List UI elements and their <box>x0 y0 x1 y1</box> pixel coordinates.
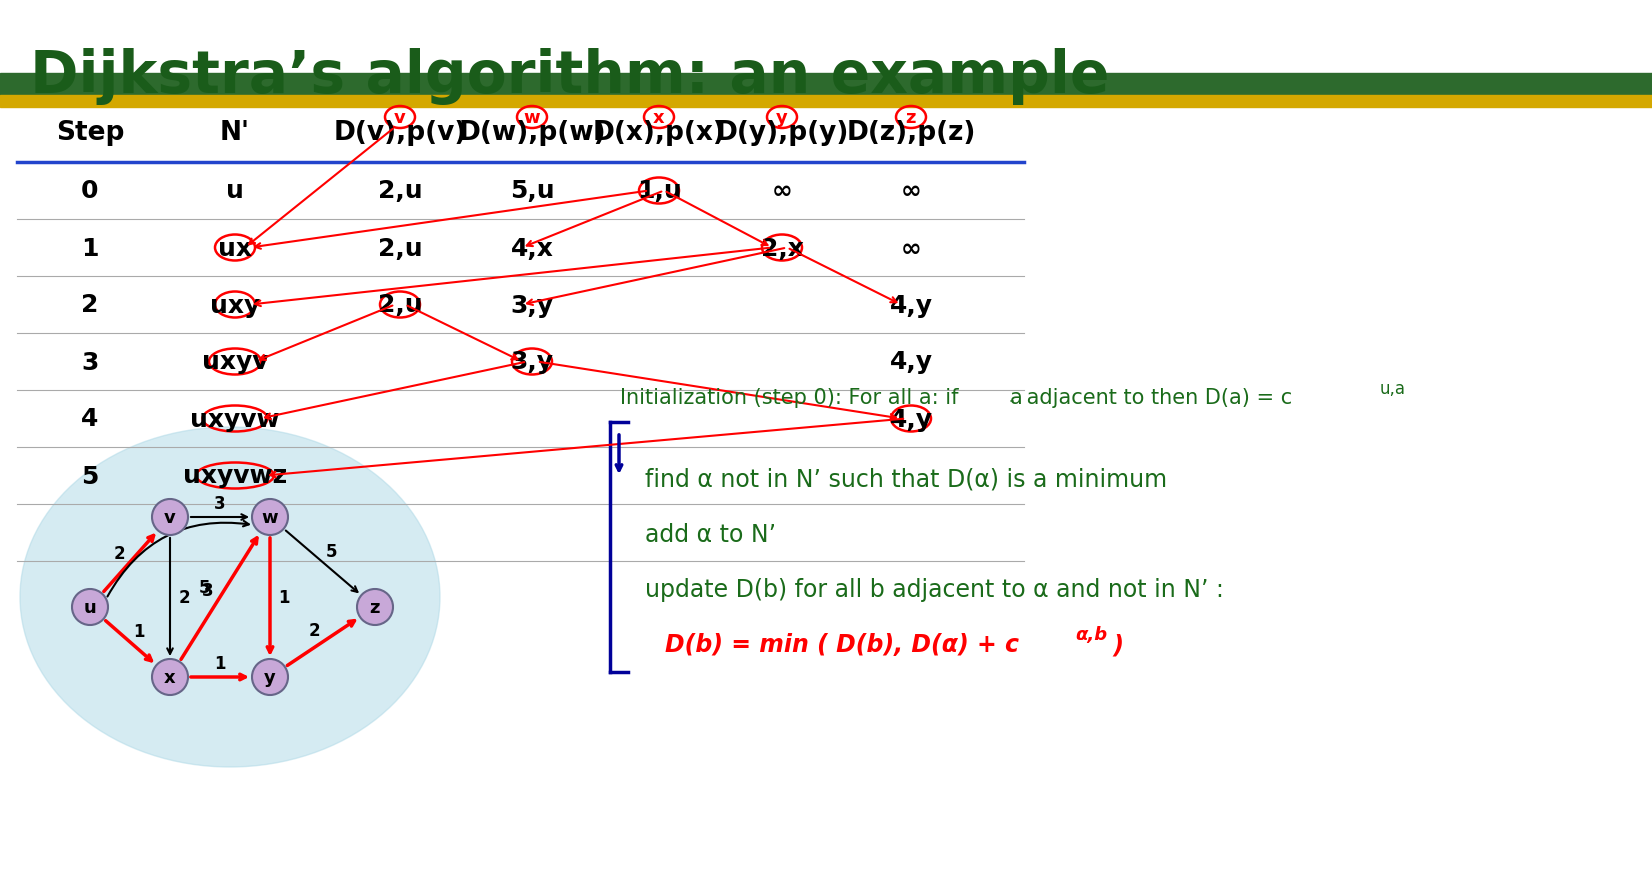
Text: 5,u: 5,u <box>510 179 555 203</box>
Text: 1: 1 <box>215 654 226 673</box>
Text: D(v),p(v): D(v),p(v) <box>334 120 466 146</box>
Text: 5: 5 <box>325 543 337 560</box>
Text: ux: ux <box>218 236 253 260</box>
Text: ): ) <box>1105 632 1123 656</box>
Text: u: u <box>84 598 96 617</box>
Bar <box>0 96 1652 108</box>
Text: Initialization (step 0): For all a: if: Initialization (step 0): For all a: if <box>620 388 965 408</box>
Text: uxy: uxy <box>210 293 259 317</box>
Text: uxyvw: uxyvw <box>190 407 279 431</box>
Text: N': N' <box>220 120 249 146</box>
Text: 4: 4 <box>81 407 99 431</box>
Text: v: v <box>164 509 175 526</box>
Text: 4,y: 4,y <box>889 350 932 374</box>
Text: add α to N’: add α to N’ <box>644 523 776 546</box>
Text: Dijkstra’s algorithm: an example: Dijkstra’s algorithm: an example <box>30 48 1110 105</box>
Text: α,b: α,b <box>1075 625 1107 643</box>
Text: 3: 3 <box>202 581 215 599</box>
Text: uxyv: uxyv <box>202 350 268 374</box>
Text: update D(b) for all b adjacent to α and not in N’ :: update D(b) for all b adjacent to α and … <box>644 577 1224 602</box>
Text: w: w <box>261 509 278 526</box>
Text: ∞: ∞ <box>900 179 922 203</box>
Text: 2: 2 <box>81 293 99 317</box>
Text: 2,x: 2,x <box>760 236 803 260</box>
Bar <box>0 74 1652 96</box>
Text: 3: 3 <box>215 495 226 512</box>
Text: y: y <box>264 668 276 686</box>
Text: D(y),p(y): D(y),p(y) <box>715 120 849 146</box>
Text: 2: 2 <box>178 588 190 606</box>
Text: Step: Step <box>56 120 124 146</box>
Text: D(x),p(x): D(x),p(x) <box>593 120 725 146</box>
Text: ∞: ∞ <box>900 236 922 260</box>
Circle shape <box>73 589 107 625</box>
Text: x: x <box>653 109 664 127</box>
Text: 4,y: 4,y <box>889 293 932 317</box>
Text: 2: 2 <box>114 544 126 562</box>
Text: 2,u: 2,u <box>378 236 423 260</box>
Text: 4,y: 4,y <box>889 407 932 431</box>
Text: uxyvwz: uxyvwz <box>183 464 287 488</box>
Text: 3: 3 <box>81 350 99 374</box>
Text: 3,y: 3,y <box>510 350 553 374</box>
Text: 3,y: 3,y <box>510 293 553 317</box>
Text: 4,x: 4,x <box>510 236 553 260</box>
Text: find α not in N’ such that D(α) is a minimum: find α not in N’ such that D(α) is a min… <box>644 467 1166 491</box>
Text: ∞: ∞ <box>771 179 793 203</box>
Text: 1,u: 1,u <box>636 179 681 203</box>
Text: 2,u: 2,u <box>378 293 423 317</box>
Text: z: z <box>370 598 380 617</box>
Circle shape <box>357 589 393 625</box>
Text: u: u <box>226 179 244 203</box>
Text: 1: 1 <box>81 236 99 260</box>
Text: z: z <box>905 109 917 127</box>
Circle shape <box>152 499 188 535</box>
Text: x: x <box>164 668 175 686</box>
Text: v: v <box>395 109 406 127</box>
Text: 2: 2 <box>309 622 320 639</box>
Circle shape <box>152 660 188 695</box>
Text: 5: 5 <box>81 464 99 488</box>
Text: adjacent to then D(a) = c: adjacent to then D(a) = c <box>1019 388 1292 408</box>
Text: D(w),p(w): D(w),p(w) <box>458 120 606 146</box>
Text: 1: 1 <box>278 588 289 606</box>
Text: 5: 5 <box>200 578 211 596</box>
Text: y: y <box>776 109 788 127</box>
Text: 0: 0 <box>81 179 99 203</box>
Text: D(b) = min ( D(b), D(α) + c: D(b) = min ( D(b), D(α) + c <box>666 632 1019 656</box>
Text: u,a: u,a <box>1379 380 1406 397</box>
Circle shape <box>253 660 287 695</box>
Text: 2,u: 2,u <box>378 179 423 203</box>
Text: w: w <box>524 109 540 127</box>
Text: D(z),p(z): D(z),p(z) <box>846 120 976 146</box>
Circle shape <box>253 499 287 535</box>
Ellipse shape <box>20 427 439 767</box>
Text: a: a <box>1009 388 1023 408</box>
Text: 1: 1 <box>134 623 145 641</box>
